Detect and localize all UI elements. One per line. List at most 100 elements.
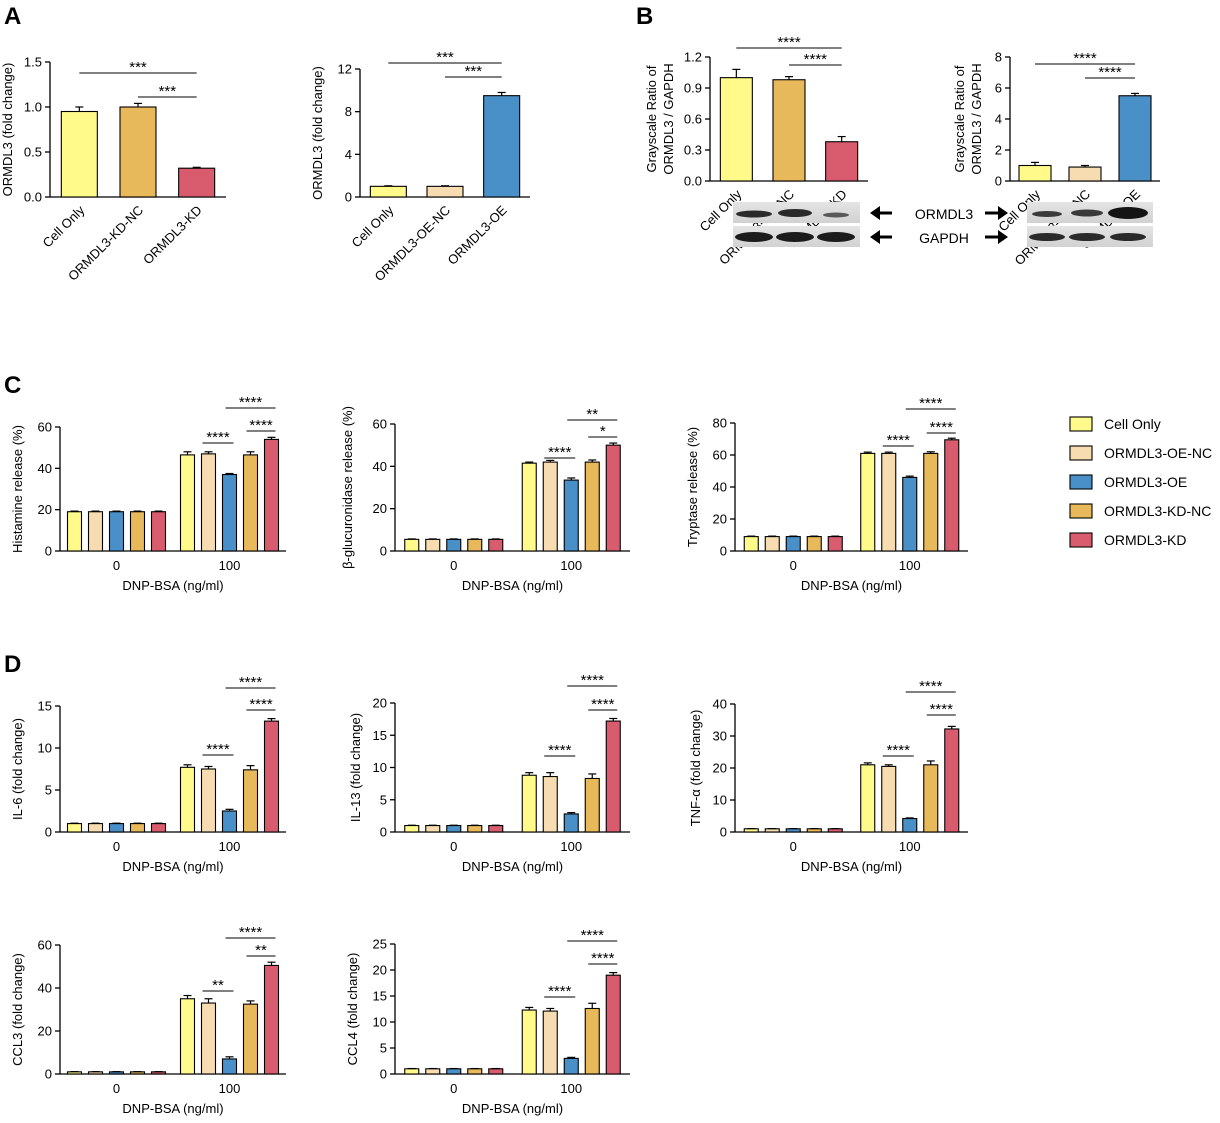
d3-bar	[944, 728, 960, 833]
d2-bar	[488, 824, 504, 833]
c2-bar	[446, 538, 462, 552]
c2-bar	[584, 461, 600, 552]
c3-category-label: 100	[899, 558, 921, 573]
a2-y-tick-label: 12	[338, 62, 352, 77]
b1-y-tick-label: 0.0	[684, 174, 702, 189]
c1-category-label: 100	[219, 558, 241, 573]
c2-x-axis-title: DNP-BSA (ng/ml)	[462, 578, 563, 593]
a2-y-tick-label: 8	[345, 104, 352, 119]
c1-category-label: 0	[113, 558, 120, 573]
blot-band-oe-gapdh-lane3	[1110, 233, 1146, 241]
d5-bar	[425, 1068, 441, 1075]
d4-bar	[263, 964, 280, 1075]
d2-bar	[563, 813, 579, 833]
d3-bar	[827, 828, 843, 833]
d2-category-label: 100	[560, 839, 582, 854]
d4-y-tick-label: 20	[38, 1024, 52, 1039]
c1-y-tick-label: 40	[38, 461, 52, 476]
b1-bar	[825, 141, 859, 182]
d4-y-tick-label: 40	[38, 981, 52, 996]
c3-x-axis-title: DNP-BSA (ng/ml)	[801, 578, 902, 593]
c2-sig-label: ****	[548, 444, 572, 461]
d2-bar	[542, 775, 558, 833]
c3-bar	[743, 536, 759, 552]
d4-bar	[221, 1058, 238, 1075]
d1-bar	[66, 823, 83, 833]
chart-c2-glucuronidase: 0 20 40 60 β-glucuronidase release (%) 0 100 DN…	[340, 406, 630, 593]
d5-y-tick-label: 25	[373, 937, 387, 952]
d1-category-label: 0	[113, 839, 120, 854]
d2-sig-label: ****	[548, 742, 572, 759]
a1-y-tick-label: 1.0	[24, 100, 42, 115]
legend-label-kd: ORMDL3-KD	[1104, 532, 1186, 548]
d3-bar	[902, 818, 918, 833]
c2-bar	[488, 538, 504, 552]
arrow-right-icon	[985, 230, 1008, 244]
c3-y-tick-label: 80	[713, 416, 727, 431]
blot-band-kd-gapdh-lane2	[776, 232, 814, 242]
a2-y-axis-title: ORMDL3 (fold change)	[310, 66, 325, 200]
c3-sig-label: ****	[919, 395, 943, 412]
a2-y-tick-label: 0	[345, 190, 352, 205]
chart-a2-ormdl3-oe-qpcr: 0 4 8 12 ORMDL3 (fold change) Cell Only ORMDL3…	[310, 49, 530, 284]
d3-sig-label: ****	[919, 678, 943, 695]
d2-sig-label: ****	[581, 672, 605, 689]
d1-sig-label: ****	[239, 674, 263, 691]
arrow-left-icon	[870, 230, 892, 244]
d1-bar	[150, 823, 167, 833]
d3-bar	[881, 765, 897, 833]
d2-bar	[521, 774, 537, 833]
d2-y-tick-label: 5	[380, 792, 387, 807]
c1-y-axis-title: Histamine release (%)	[10, 425, 25, 553]
b2-bar	[1118, 95, 1152, 182]
b2-bar	[1018, 164, 1052, 182]
c3-y-tick-label: 0	[720, 544, 727, 559]
d2-y-axis-title: IL-13 (fold change)	[348, 713, 363, 822]
b2-sig-label: ****	[1073, 50, 1097, 67]
c1-bar	[221, 473, 238, 552]
a1-bar	[119, 106, 157, 198]
c1-x-axis-title: DNP-BSA (ng/ml)	[122, 578, 223, 593]
d4-bar	[242, 1003, 259, 1075]
d4-bar	[108, 1071, 125, 1075]
d3-y-tick-label: 0	[720, 825, 727, 840]
d4-bar	[66, 1071, 83, 1075]
c2-y-tick-label: 60	[373, 417, 387, 432]
d1-sig-label: ****	[206, 741, 230, 758]
a1-bar	[60, 110, 98, 198]
b2-sig-label: ****	[1098, 64, 1122, 81]
chart-d3-tnf: 0 10 20 30 40 TNF-α (fold change) 0 100 DNP-BSA …	[688, 678, 968, 874]
chart-d2-il13: 0 5 10 15 20 IL-13 (fold change) 0 100 DNP-BSA (…	[348, 672, 630, 874]
d4-bar	[200, 1002, 217, 1075]
legend-swatch-cell-only	[1069, 416, 1093, 432]
c3-sig-label: ****	[930, 419, 954, 436]
d3-bar	[860, 764, 876, 833]
c1-bar	[263, 438, 280, 552]
d5-category-label: 0	[450, 1081, 457, 1096]
d5-y-tick-label: 20	[373, 963, 387, 978]
d3-bar	[785, 828, 801, 833]
d3-category-label: 100	[899, 839, 921, 854]
d4-bar	[87, 1071, 104, 1075]
d5-bar	[467, 1068, 483, 1075]
a2-bar	[426, 185, 464, 198]
d3-sig-label: ****	[887, 742, 911, 759]
c2-category-label: 100	[560, 558, 582, 573]
b1-bar	[772, 79, 806, 182]
d3-bar	[923, 764, 939, 833]
d5-bar	[542, 1010, 558, 1075]
b2-y-tick-label: 2	[995, 143, 1002, 158]
d3-y-tick-label: 40	[713, 697, 727, 712]
c1-bar	[66, 511, 83, 552]
c3-sig-label: ****	[887, 432, 911, 449]
blot-band-oe-gapdh-lane1	[1029, 233, 1065, 241]
legend-label-kd-nc: ORMDL3-KD-NC	[1104, 503, 1211, 519]
blot-band-kd-gapdh-lane1	[735, 232, 773, 242]
c2-y-tick-label: 20	[373, 501, 387, 516]
d5-bar	[521, 1009, 537, 1075]
d1-category-label: 100	[219, 839, 241, 854]
legend: Cell Only ORMDL3-OE-NC ORMDL3-OE ORMDL3-KD-…	[1069, 416, 1212, 548]
d1-bar	[108, 823, 125, 833]
c2-bar	[404, 538, 420, 552]
d4-bar	[179, 998, 196, 1075]
